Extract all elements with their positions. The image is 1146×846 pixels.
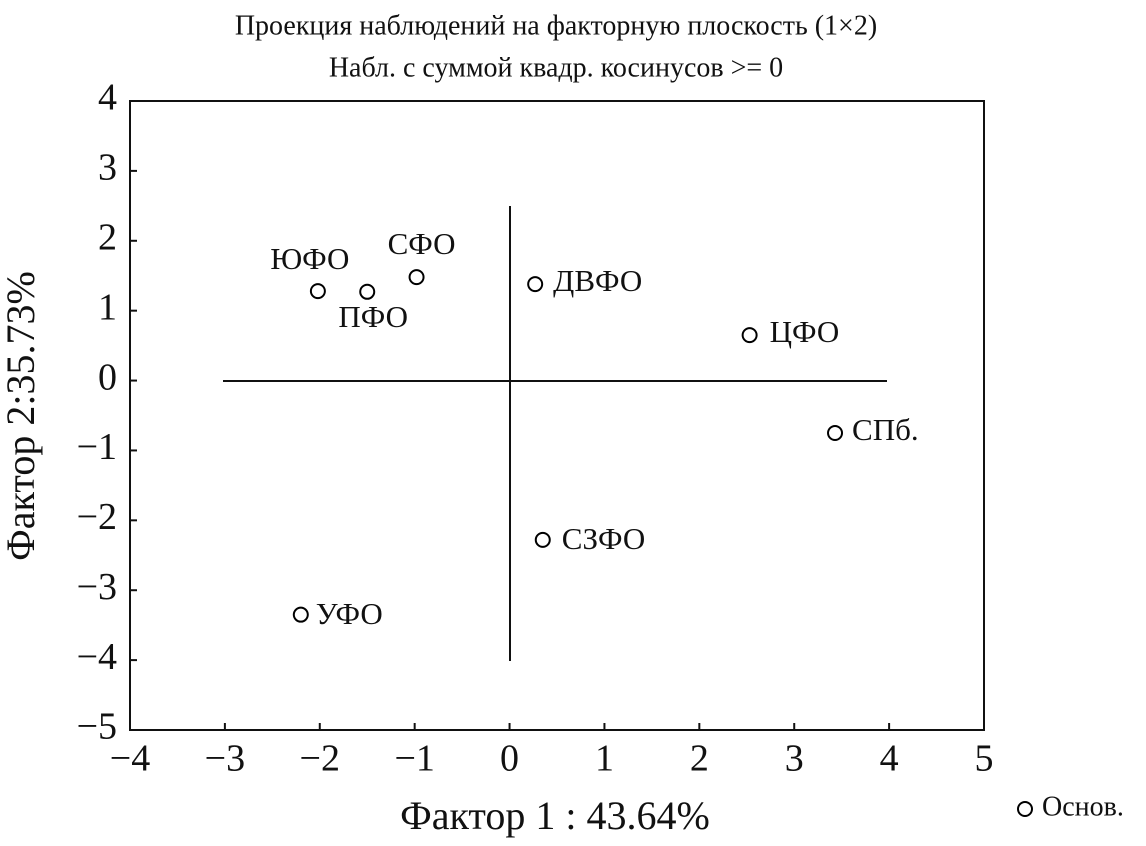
x-tick-label: 3 bbox=[785, 738, 804, 780]
y-tick-label: −2 bbox=[77, 496, 117, 538]
point-label: УФО bbox=[316, 596, 383, 631]
legend-marker bbox=[1017, 801, 1033, 817]
point bbox=[309, 283, 326, 300]
point bbox=[534, 531, 551, 548]
y-tick-label: 2 bbox=[98, 216, 117, 258]
point-label: ЦФО bbox=[770, 314, 840, 349]
y-tick-label: 4 bbox=[98, 77, 117, 119]
y-tick-label: −1 bbox=[77, 426, 117, 468]
y-tick-label: −4 bbox=[77, 636, 117, 678]
point-label: СПб. bbox=[852, 412, 919, 447]
chart-title: Проекция наблюдений на факторную плоскос… bbox=[235, 10, 877, 41]
y-tick-label: −5 bbox=[77, 706, 117, 748]
x-tick-label: −2 bbox=[300, 738, 340, 780]
x-tick-label: −1 bbox=[394, 738, 434, 780]
plot-frame bbox=[129, 100, 985, 731]
y-tick-label: −3 bbox=[77, 566, 117, 608]
x-tick-label: 4 bbox=[880, 738, 899, 780]
point-label: ЮФО bbox=[270, 241, 349, 276]
x-axis-title: Фактор 1 : 43.64% bbox=[400, 793, 710, 838]
point-label: ПФО bbox=[338, 299, 408, 334]
x-tick-label: 1 bbox=[595, 738, 614, 780]
point bbox=[359, 283, 376, 300]
y-tick-label: 1 bbox=[98, 286, 117, 328]
point-label: ДВФО bbox=[553, 263, 642, 298]
point bbox=[408, 269, 425, 286]
point bbox=[527, 276, 544, 293]
x-tick-label: 5 bbox=[975, 738, 994, 780]
y-tick-label: 3 bbox=[98, 147, 117, 189]
point bbox=[741, 327, 758, 344]
x-tick-label: 2 bbox=[690, 738, 709, 780]
x-tick-label: −4 bbox=[110, 738, 150, 780]
legend-label: Основ. bbox=[1042, 791, 1124, 822]
point bbox=[827, 424, 844, 441]
x-tick-label: −3 bbox=[205, 738, 245, 780]
point-label: СФО bbox=[388, 226, 456, 261]
x-tick-label: 0 bbox=[500, 738, 519, 780]
y-axis-title: Фактор 2:35.73% bbox=[0, 271, 43, 561]
y-tick-label: 0 bbox=[98, 356, 117, 398]
chart-subtitle: Набл. с суммой квадр. косинусов >= 0 bbox=[329, 52, 783, 83]
point bbox=[292, 606, 309, 623]
point-label: СЗФО bbox=[562, 521, 645, 556]
